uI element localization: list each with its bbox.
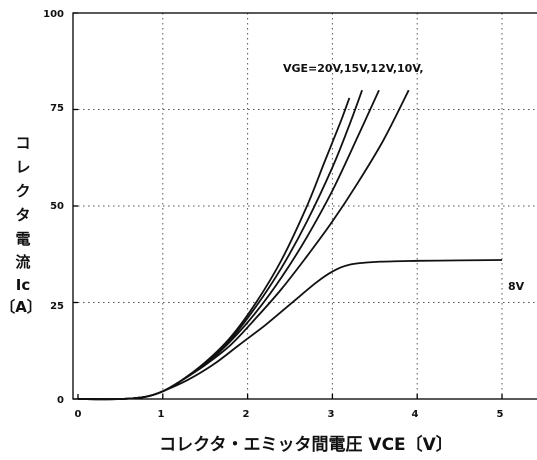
y-label-4: タ [15,206,30,224]
y-label-3: ク [15,182,30,200]
series-line-4 [77,89,410,401]
y-tick-50: 50 [50,201,64,212]
y-label-1: コ [15,134,30,152]
x-tick-3: 3 [328,409,335,420]
gate-voltage-label: VGE=20V,15V,12V,10V, [283,62,424,75]
y-label-2: レ [15,158,30,176]
label-8v: 8V [508,280,525,293]
axis-ticks [73,12,503,400]
y-axis-label: コ レ ク タ 電 流 Ic 〔A〕 [0,134,42,316]
series-group [77,89,503,401]
x-tick-2: 2 [243,409,250,420]
y-tick-25: 25 [50,301,64,312]
y-tick-75: 75 [50,103,64,114]
y-label-6: 流 [15,253,30,271]
series-line-5 [77,259,503,401]
x-tick-0: 0 [75,409,82,420]
y-label-7: Ic [16,276,30,294]
x-tick-1: 1 [158,409,165,420]
x-axis-label: コレクタ・エミッタ間電圧 VCE〔V〕 [159,434,453,455]
y-label-8: 〔A〕 [0,298,42,316]
x-tick-5: 5 [497,409,504,420]
y-tick-0: 0 [57,395,64,406]
y-label-5: 電 [15,230,30,248]
y-tick-100: 100 [43,9,64,20]
series-line-1 [77,97,351,401]
x-tick-4: 4 [412,409,419,420]
